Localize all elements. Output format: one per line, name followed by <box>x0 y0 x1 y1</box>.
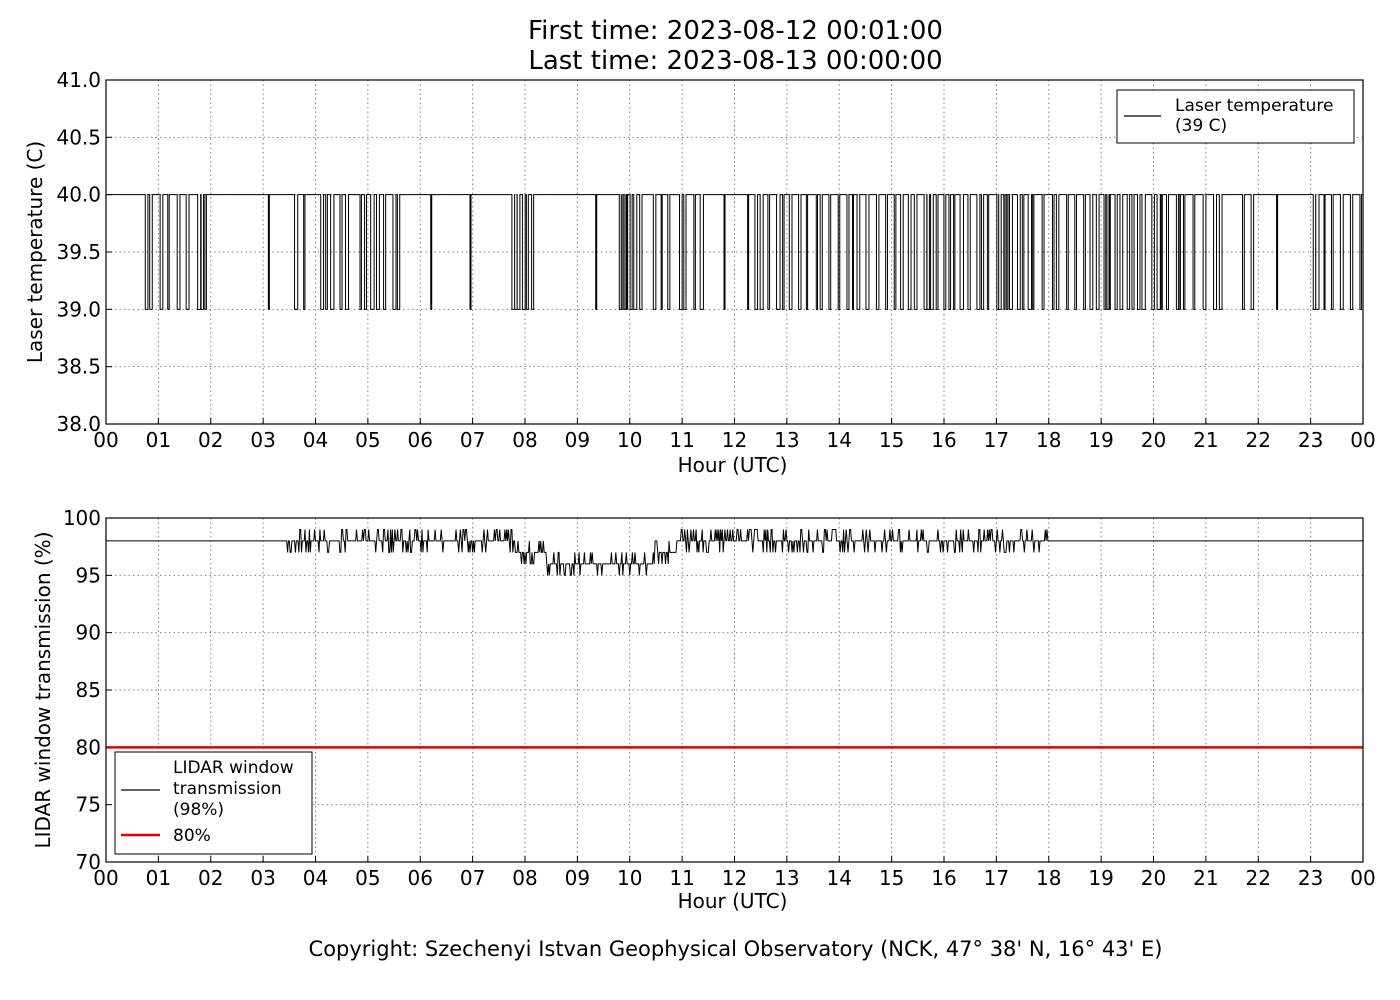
x-tick-label: 01 <box>146 866 171 890</box>
x-tick-label: 11 <box>669 866 694 890</box>
legend-label-transmission: LIDAR window <box>173 758 294 778</box>
legend-label-threshold: 80% <box>173 826 211 846</box>
x-tick-label: 11 <box>669 428 694 452</box>
x-tick-label: 10 <box>617 866 642 890</box>
chart-panel-1: 00 01 02 03 04 05 06 07 08 09 10 11 12 13 14 15 16 17 18 19… <box>23 68 1376 477</box>
x-tick-label: 16 <box>931 866 956 890</box>
x-tick-label: 06 <box>408 866 433 890</box>
y-tick-label: 38.0 <box>56 412 101 436</box>
x-tick-label: 23 <box>1298 866 1323 890</box>
x-tick-label: 03 <box>250 428 275 452</box>
x-tick-label: 22 <box>1246 428 1271 452</box>
x-tick-label: 02 <box>198 428 223 452</box>
x-tick-label: 17 <box>984 866 1009 890</box>
x-tick-label: 21 <box>1193 428 1218 452</box>
x-tick-label: 08 <box>512 866 537 890</box>
x-tick-label: 20 <box>1141 866 1166 890</box>
chart-title: First time: 2023-08-12 00:01:00 Last tim… <box>0 16 1400 76</box>
x-axis-label: Hour (UTC) <box>678 453 788 477</box>
legend-label-transmission: transmission <box>173 779 282 799</box>
y-tick-label: 39.5 <box>56 240 101 264</box>
x-tick-label: 20 <box>1141 428 1166 452</box>
copyright-text: Copyright: Szechenyi Istvan Geophysical … <box>308 937 1163 961</box>
y-tick-label: 40.5 <box>56 125 101 149</box>
x-tick-label: 04 <box>303 428 328 452</box>
x-tick-label: 18 <box>1036 428 1061 452</box>
x-tick-label: 07 <box>460 428 485 452</box>
x-tick-label: 15 <box>879 866 904 890</box>
x-tick-label: 10 <box>617 428 642 452</box>
x-tick-label: 13 <box>774 866 799 890</box>
legend: Laser temperature(39 C) <box>1116 89 1355 144</box>
x-tick-label: 19 <box>1088 428 1113 452</box>
x-tick-label: 09 <box>565 428 590 452</box>
x-axis-label: Hour (UTC) <box>678 889 788 913</box>
x-tick-label: 22 <box>1246 866 1271 890</box>
title-last-time: Last time: 2023-08-13 00:00:00 <box>528 46 943 76</box>
x-tick-label: 17 <box>984 428 1009 452</box>
x-tick-label: 07 <box>460 866 485 890</box>
x-tick-label: 00 <box>1350 866 1375 890</box>
y-tick-label: 95 <box>76 563 101 587</box>
chart-panel-2: 00 01 02 03 04 05 06 07 08 09 10 11 12 13 14 15 16 17 18 19… <box>31 506 1376 913</box>
x-tick-label: 12 <box>722 866 747 890</box>
x-tick-label: 16 <box>931 428 956 452</box>
y-tick-label: 70 <box>76 850 101 874</box>
y-tick-label: 100 <box>63 506 101 530</box>
x-tick-label: 05 <box>355 866 380 890</box>
x-tick-label: 13 <box>774 428 799 452</box>
x-tick-label: 15 <box>879 428 904 452</box>
x-tick-label: 14 <box>827 866 852 890</box>
x-tick-label: 00 <box>1350 428 1375 452</box>
y-tick-label: 80 <box>76 735 101 759</box>
y-tick-label: 38.5 <box>56 355 101 379</box>
series-line-lidar-transmission <box>106 529 1363 576</box>
x-tick-label: 00 <box>93 428 118 452</box>
x-tick-label: 14 <box>827 428 852 452</box>
x-tick-label: 23 <box>1298 428 1323 452</box>
series-line-laser-temperature <box>106 194 1363 310</box>
x-tick-label: 06 <box>408 428 433 452</box>
legend-label-transmission: (98%) <box>173 800 224 820</box>
plot-frame <box>105 517 1364 863</box>
x-tick-label: 08 <box>512 428 537 452</box>
title-first-time: First time: 2023-08-12 00:01:00 <box>528 16 943 46</box>
y-tick-label: 75 <box>76 793 101 817</box>
x-tick-label: 19 <box>1088 866 1113 890</box>
y-tick-label: 90 <box>76 621 101 645</box>
legend-box <box>114 751 313 855</box>
y-tick-label: 40.0 <box>56 183 101 207</box>
y-tick-label: 85 <box>76 678 101 702</box>
x-tick-label: 09 <box>565 866 590 890</box>
x-tick-label: 12 <box>722 428 747 452</box>
x-tick-label: 05 <box>355 428 380 452</box>
x-tick-label: 00 <box>93 866 118 890</box>
x-tick-label: 02 <box>198 866 223 890</box>
x-tick-label: 03 <box>250 866 275 890</box>
gridlines <box>106 518 1363 862</box>
x-tick-label: 18 <box>1036 866 1061 890</box>
x-tick-label: 21 <box>1193 866 1218 890</box>
legend-label-laser: Laser temperature <box>1175 96 1333 116</box>
y-axis-label: LIDAR window transmission (%) <box>31 532 55 849</box>
legend-label-laser: (39 C) <box>1175 116 1227 136</box>
y-tick-label: 41.0 <box>56 68 101 92</box>
y-tick-label: 39.0 <box>56 297 101 321</box>
x-tick-label: 01 <box>146 428 171 452</box>
plot-frame <box>105 79 1364 425</box>
y-axis-label: Laser temperature (C) <box>23 141 47 363</box>
x-tick-label: 04 <box>303 866 328 890</box>
